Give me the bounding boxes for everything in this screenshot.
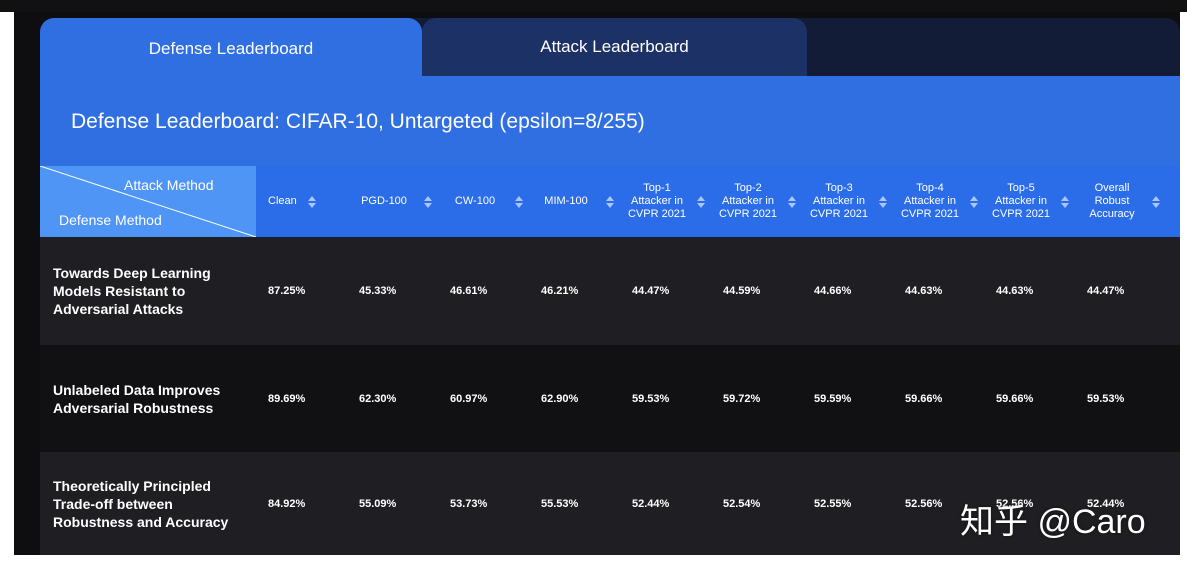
table-cell: 52.44% (1087, 497, 1125, 510)
sort-icon[interactable] (1151, 195, 1161, 209)
watermark: 知乎 @Caro (960, 503, 1146, 541)
table-cell: 62.30% (359, 392, 397, 405)
table-row (40, 452, 1180, 555)
leaderboard-title: Defense Leaderboard: CIFAR-10, Untargete… (71, 110, 645, 133)
table-cell: 87.25% (268, 285, 306, 297)
sort-icon[interactable] (878, 195, 888, 209)
table-cell: 59.53% (632, 392, 670, 405)
table-cell: 46.61% (450, 285, 488, 297)
sort-icon[interactable] (969, 195, 979, 209)
title-area (40, 76, 1180, 166)
top-border (0, 0, 1187, 12)
tab-attack[interactable]: Attack Leaderboard (422, 18, 807, 76)
table-cell: 59.72% (723, 392, 761, 405)
defense-method: Theoretically Principled Trade-off betwe… (53, 477, 229, 530)
table-cell: 55.53% (541, 497, 579, 510)
corner-diagonal (40, 166, 256, 237)
table-cell: 45.33% (359, 285, 397, 297)
table-cell: 44.59% (723, 285, 761, 297)
column-header: Top-1 Attacker in CVPR 2021 (627, 182, 687, 220)
table-cell: 44.47% (1087, 285, 1125, 297)
table-cell: 52.44% (632, 497, 670, 510)
sort-icon[interactable] (423, 195, 433, 209)
column-header: Top-2 Attacker in CVPR 2021 (718, 182, 778, 220)
table-cell: 53.73% (450, 497, 488, 510)
table-cell: 55.09% (359, 497, 397, 510)
sort-icon[interactable] (307, 195, 317, 209)
table-cell: 59.59% (814, 392, 852, 405)
table-cell: 62.90% (541, 392, 579, 405)
table-row (40, 237, 1180, 345)
column-header: Clean (268, 195, 297, 207)
column-header: Top-4 Attacker in CVPR 2021 (900, 182, 960, 220)
column-header: Top-5 Attacker in CVPR 2021 (991, 182, 1051, 220)
sort-icon[interactable] (1060, 195, 1070, 209)
column-header: Top-3 Attacker in CVPR 2021 (809, 182, 869, 220)
corner-cell: Attack Method Defense Method (40, 166, 256, 237)
tab-defense[interactable]: Defense Leaderboard (40, 18, 422, 80)
table-cell: 84.92% (268, 497, 306, 510)
column-header: PGD-100 (361, 195, 407, 207)
table-cell: 52.54% (723, 497, 761, 510)
sort-icon[interactable] (787, 195, 797, 209)
corner-bottom: Defense Method (59, 212, 162, 228)
column-header: MIM-100 (544, 195, 588, 207)
table-cell: 44.47% (632, 285, 670, 297)
table-row (40, 345, 1180, 452)
corner-top: Attack Method (124, 177, 214, 193)
table-cell: 44.63% (996, 285, 1034, 297)
column-header: CW-100 (454, 195, 496, 207)
table-cell: 59.66% (996, 392, 1034, 405)
defense-method: Towards Deep Learning Models Resistant t… (53, 265, 211, 317)
sort-icon[interactable] (696, 195, 706, 209)
defense-method: Unlabeled Data Improves Adversarial Robu… (53, 381, 221, 416)
column-header: Overall Robust Accuracy (1089, 182, 1135, 220)
table-cell: 89.69% (268, 392, 306, 405)
table-cell: 44.66% (814, 285, 852, 297)
table-cell: 44.63% (905, 285, 943, 297)
table-cell: 60.97% (450, 392, 488, 405)
table-cell: 52.56% (996, 497, 1034, 510)
sort-icon[interactable] (605, 195, 615, 209)
sort-icon[interactable] (514, 195, 524, 209)
table-cell: 46.21% (541, 285, 579, 297)
table-cell: 52.55% (814, 497, 852, 510)
table-cell: 52.56% (905, 497, 943, 510)
table-cell: 59.66% (905, 392, 943, 405)
table-cell: 59.53% (1087, 392, 1125, 405)
